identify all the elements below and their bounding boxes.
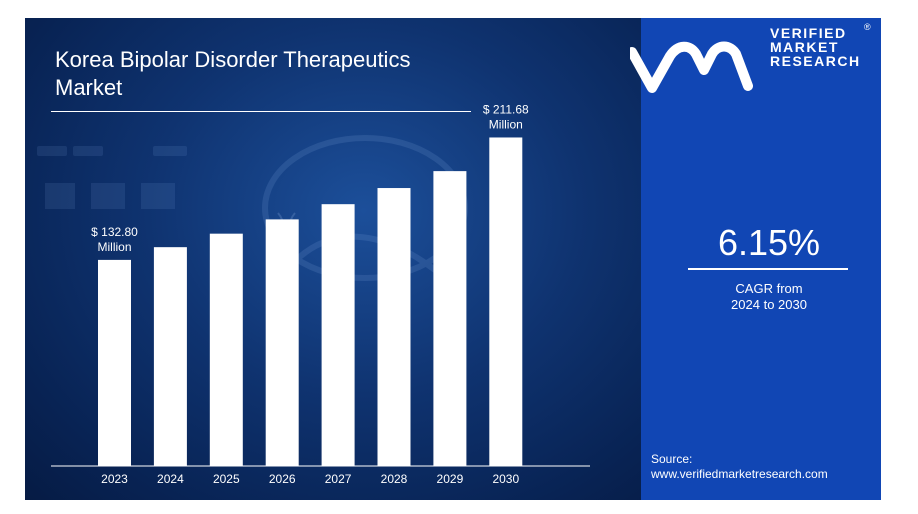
data-label-2023-1: $ 132.80	[91, 225, 138, 239]
tick-label-2028: 2028	[381, 472, 408, 486]
tick-label-2023: 2023	[101, 472, 128, 486]
cagr-divider	[688, 268, 848, 270]
registered-mark: ®	[864, 22, 871, 32]
chart-panel: Korea Bipolar Disorder Therapeutics Mark…	[25, 18, 641, 500]
bar-2029	[433, 171, 467, 466]
brand-line-1: VERIFIED	[770, 25, 847, 41]
bar-2026	[265, 219, 299, 466]
bar-chart: 2023 2024 2025 2026 2027 2028 2029 2030 $ 132.80…	[51, 102, 590, 486]
brand-line-3: RESEARCH	[770, 53, 861, 69]
cagr-value: 6.15%	[717, 222, 821, 263]
source-note: Source: www.verifiedmarketresearch.com	[651, 452, 828, 482]
source-label: Source:	[651, 452, 693, 466]
cagr-label-line-1: CAGR from	[735, 281, 803, 296]
info-panel	[641, 18, 881, 500]
tick-label-2027: 2027	[325, 472, 352, 486]
vmr-logo-icon	[630, 41, 753, 93]
data-label-2030-1: $ 211.68	[483, 102, 529, 116]
brand-line-2: MARKET	[770, 39, 839, 55]
tick-label-2024: 2024	[157, 472, 184, 486]
title-line-2: Market	[55, 75, 123, 100]
infographic-card: Korea Bipolar Disorder Therapeutics Mark…	[25, 18, 881, 500]
bar-2028	[377, 188, 411, 466]
tick-label-2026: 2026	[269, 472, 296, 486]
data-label-2023-2: Million	[97, 240, 131, 254]
brand-name: VERIFIED MARKET RESEARCH	[770, 26, 861, 68]
source-url[interactable]: www.verifiedmarketresearch.com	[651, 467, 828, 481]
tick-label-2029: 2029	[437, 472, 464, 486]
tick-label-2025: 2025	[213, 472, 240, 486]
bar-2030	[489, 137, 523, 466]
bar-2027	[321, 204, 355, 466]
bar-2023	[98, 259, 131, 466]
data-label-2030-2: Million	[489, 117, 523, 131]
cagr-label-line-2: 2024 to 2030	[731, 297, 807, 312]
bar-2024	[153, 247, 187, 466]
chart-title: Korea Bipolar Disorder Therapeutics Mark…	[55, 46, 485, 102]
title-divider	[51, 111, 471, 112]
tick-label-2030: 2030	[492, 472, 519, 486]
bar-2025	[209, 233, 243, 466]
cagr-label: CAGR from 2024 to 2030	[664, 281, 874, 313]
title-line-1: Korea Bipolar Disorder Therapeutics	[55, 47, 411, 72]
